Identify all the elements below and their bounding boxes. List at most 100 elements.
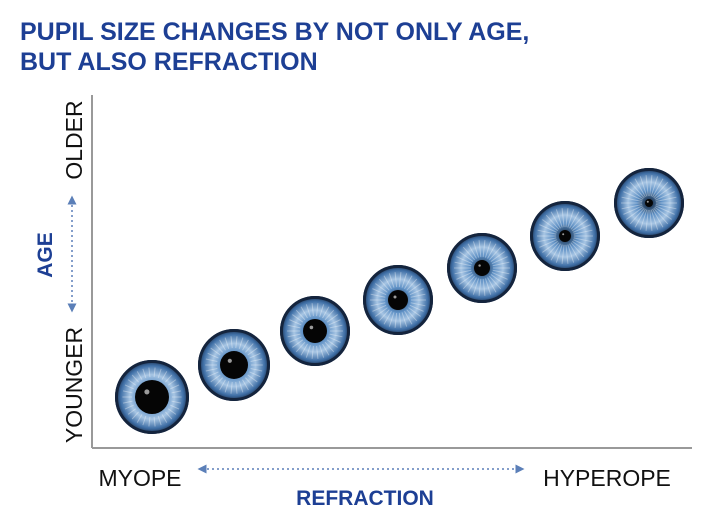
iris-fiber: [167, 379, 177, 386]
y-axis-label: AGE: [34, 232, 57, 278]
iris-fiber: [472, 241, 480, 258]
iris-fiber: [245, 343, 254, 353]
glint: [478, 264, 481, 267]
pupil: [645, 199, 653, 207]
iris-fiber: [165, 411, 173, 420]
iris-fiber: [219, 379, 226, 391]
iris-fiber: [454, 261, 472, 267]
iris-fiber: [550, 211, 561, 229]
iris-fiber: [127, 408, 137, 415]
iris-fiber: [326, 339, 338, 348]
iris-fiber: [649, 175, 653, 197]
limbal-ring: [115, 360, 189, 434]
iris-fiber: [305, 345, 311, 358]
iris-fiber: [131, 411, 139, 420]
iris-fiber: [488, 246, 502, 261]
iris-fiber: [238, 381, 244, 393]
iris-fiber: [487, 243, 497, 259]
iris-fiber: [165, 374, 173, 383]
iris-fiber: [127, 379, 137, 386]
iris-fiber: [247, 347, 258, 356]
iris-fiber: [626, 186, 644, 200]
iris-fiber: [378, 278, 390, 291]
iris-fiber: [571, 240, 588, 253]
iris-fiber: [561, 244, 565, 264]
iris-fiber: [171, 390, 182, 394]
eye: [447, 233, 517, 303]
iris-fiber: [573, 229, 593, 235]
eye: [198, 329, 270, 401]
glint: [227, 358, 232, 363]
iris-fiber: [324, 309, 335, 321]
iris-fiber: [545, 242, 560, 258]
iris-fiber: [153, 416, 156, 427]
iris-fiber: [491, 272, 508, 280]
x-left-label: MYOPE: [98, 465, 181, 491]
iris-fiber: [654, 206, 672, 220]
iris-fiber: [491, 256, 508, 264]
iris-fiber: [537, 237, 557, 243]
iris-fiber: [207, 352, 219, 359]
iris-fiber: [378, 309, 390, 322]
iris-fiber: [214, 377, 223, 387]
iris-fiber: [650, 176, 659, 197]
iris-fiber: [545, 214, 560, 230]
y-top-label: OLDER: [61, 100, 87, 179]
iris-fiber: [372, 288, 387, 296]
iris-fiber: [394, 272, 398, 288]
iris-fiber: [408, 307, 421, 317]
iris-fiber: [645, 209, 649, 231]
iris-fiber: [124, 384, 134, 390]
iris-fiber: [456, 272, 473, 280]
iris-fiber: [148, 367, 151, 378]
iris-fiber: [214, 343, 223, 353]
limbal-ring: [614, 168, 684, 238]
iris-fiber: [649, 209, 653, 231]
x-right-label: HYPEROPE: [543, 465, 671, 491]
iris-fiber: [629, 181, 645, 199]
iris-fiber: [205, 368, 218, 372]
iris-fiber: [148, 416, 151, 427]
iris-fiber: [462, 246, 476, 261]
iris-fiber: [406, 278, 418, 291]
iris-fiber: [287, 333, 301, 338]
iris-fiber: [401, 273, 408, 288]
iris-fiber: [478, 240, 482, 258]
iris-fiber: [322, 343, 330, 356]
glint: [309, 325, 314, 330]
iris-fiber: [289, 336, 302, 343]
iris-fiber: [122, 390, 133, 394]
iris-fiber: [242, 379, 249, 391]
iris-fiber: [478, 278, 482, 296]
glint: [144, 389, 150, 395]
iris-fiber: [550, 243, 561, 261]
iris-fiber: [370, 302, 386, 307]
iris-fiber: [157, 415, 162, 426]
iris-fiber: [324, 341, 335, 353]
iris-fiber: [490, 251, 505, 262]
eyes: [115, 168, 684, 434]
iris-fiber: [409, 288, 424, 296]
iris-fiber: [571, 219, 588, 232]
iris-fiber: [482, 240, 486, 258]
iris-fiber: [316, 345, 319, 359]
iris-fiber: [161, 371, 168, 380]
iris-fiber: [492, 261, 510, 267]
iris-fiber: [142, 415, 147, 426]
iris-fiber: [467, 277, 477, 293]
pupil: [135, 380, 169, 414]
iris-fiber: [629, 207, 645, 225]
eye: [280, 296, 350, 366]
iris-fiber: [161, 414, 168, 423]
limbal-ring: [363, 265, 433, 335]
iris-fiber: [153, 367, 156, 378]
iris-fiber: [467, 243, 477, 259]
iris-fiber: [219, 339, 226, 351]
iris-fiber: [492, 269, 510, 275]
iris-fiber: [569, 211, 580, 229]
glint: [646, 200, 649, 203]
iris-fiber: [287, 324, 301, 329]
iris-fiber: [459, 251, 474, 262]
iris-fiber: [567, 209, 575, 228]
iris-fiber: [224, 337, 230, 349]
